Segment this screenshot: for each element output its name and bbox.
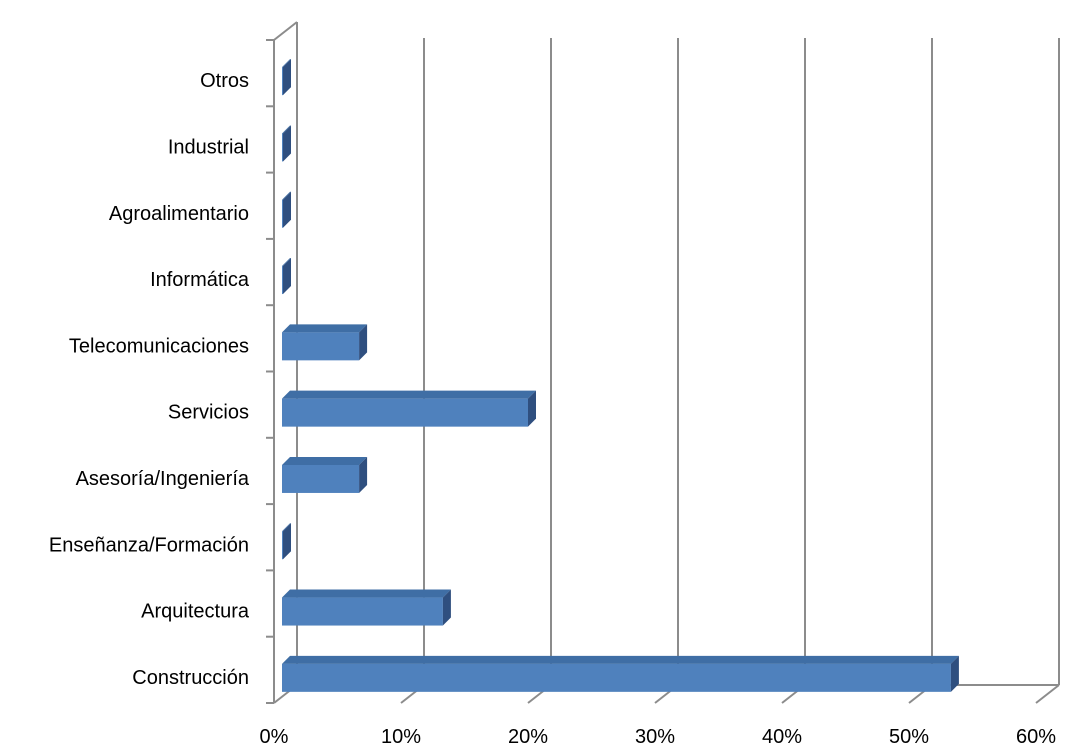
- bar-front: [282, 133, 283, 162]
- bars: [282, 59, 959, 692]
- bar-top: [282, 655, 959, 664]
- x-tick-label: 0%: [260, 726, 289, 748]
- category-label: Agroalimentario: [109, 203, 249, 225]
- x-tick-labels: 0% 10% 20% 30% 40% 50% 60%: [260, 726, 1057, 748]
- bar-side: [283, 59, 291, 96]
- bar-side: [283, 125, 291, 162]
- bar-side: [950, 655, 959, 692]
- bar-top: [282, 324, 368, 333]
- x-tick-label: 40%: [762, 726, 802, 748]
- bar-top: [282, 523, 291, 532]
- bar-side: [359, 324, 368, 361]
- bar: [282, 390, 536, 427]
- bar-side: [442, 589, 451, 626]
- category-label: Asesoría/Ingeniería: [76, 468, 250, 490]
- category-labels: Construcción Arquitectura Enseñanza/Formac…: [49, 70, 250, 689]
- floor-gridline: [1035, 684, 1060, 704]
- bar-front: [282, 597, 443, 626]
- bar-top: [282, 390, 536, 399]
- bar: [282, 589, 451, 626]
- category-label: Enseñanza/Formación: [49, 534, 249, 556]
- x-tick-label: 50%: [889, 726, 929, 748]
- category-label: Industrial: [168, 136, 249, 158]
- wall-top-edge: [273, 21, 298, 41]
- bar-side: [528, 390, 536, 427]
- bar: [282, 456, 368, 493]
- bar-top: [282, 125, 291, 134]
- category-label: Otros: [200, 70, 249, 92]
- x-tick-label: 10%: [381, 726, 421, 748]
- bar-side: [283, 523, 291, 560]
- bar-front: [282, 464, 360, 493]
- bar-front: [282, 332, 360, 361]
- bar-top: [282, 589, 451, 598]
- x-tick-label: 60%: [1016, 726, 1056, 748]
- bar: [282, 125, 291, 162]
- bar-top: [282, 59, 291, 68]
- category-label: Construcción: [132, 667, 249, 689]
- category-label: Servicios: [168, 402, 249, 424]
- x-tick-label: 30%: [635, 726, 675, 748]
- bar: [282, 324, 368, 361]
- bar-top: [282, 456, 368, 465]
- bar-side: [359, 456, 368, 493]
- gridlines: [273, 38, 1060, 704]
- bar-top: [282, 191, 291, 200]
- bar: [282, 655, 959, 692]
- bar: [282, 258, 291, 295]
- bar: [282, 191, 291, 228]
- x-tick-label: 20%: [508, 726, 548, 748]
- bar-front: [282, 266, 283, 295]
- bar-front: [282, 199, 283, 228]
- bar-top: [282, 258, 291, 267]
- category-label: Telecomunicaciones: [69, 335, 249, 357]
- bar-side: [283, 258, 291, 295]
- bar: [282, 59, 291, 96]
- bar-front: [282, 398, 528, 427]
- bar: [282, 523, 291, 560]
- bar-front: [282, 531, 283, 560]
- category-label: Informática: [150, 269, 250, 291]
- bar-side: [283, 191, 291, 228]
- category-label: Arquitectura: [141, 601, 250, 623]
- bar-front: [282, 67, 283, 96]
- bar-front: [282, 663, 951, 692]
